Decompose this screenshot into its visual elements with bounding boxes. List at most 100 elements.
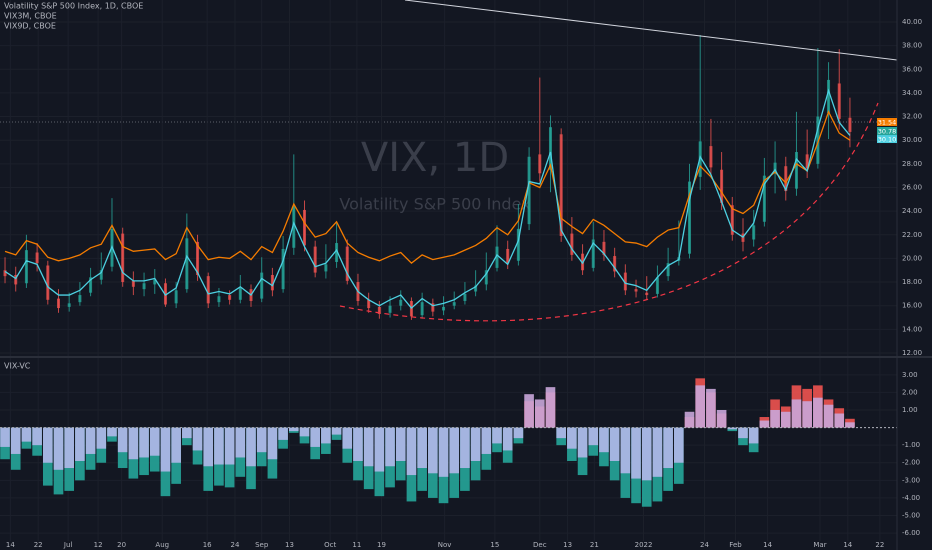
candle-body xyxy=(602,241,606,255)
x-tick-label: 22 xyxy=(875,541,884,549)
candle-body xyxy=(302,209,306,246)
candle-body xyxy=(121,233,125,283)
histogram-bar xyxy=(288,427,299,432)
y-tick-label: 3.00 xyxy=(902,371,918,379)
y-tick-label: 30.00 xyxy=(902,136,922,144)
histogram-bar xyxy=(32,427,42,446)
histogram-bar xyxy=(128,427,139,460)
histogram-bar xyxy=(652,427,663,477)
x-tick-label: Nov xyxy=(438,541,452,549)
price-badge xyxy=(877,135,897,144)
candle-body xyxy=(559,134,563,236)
histogram-bar xyxy=(738,427,748,439)
histogram-bar xyxy=(524,394,534,428)
x-tick-label: 13 xyxy=(285,541,294,549)
candle-body xyxy=(773,162,777,173)
histogram-bar xyxy=(395,427,406,461)
histogram-bar xyxy=(278,427,288,440)
candle-body xyxy=(784,166,788,192)
histogram-bar xyxy=(224,427,235,465)
histogram-bar xyxy=(85,427,96,454)
histogram-bar xyxy=(834,413,845,428)
y-tick-label: 28.00 xyxy=(902,160,922,168)
histogram-bar xyxy=(748,427,759,444)
candle-body xyxy=(442,306,446,311)
x-tick-label: 12 xyxy=(94,541,103,549)
y-tick-label: 26.00 xyxy=(902,183,922,191)
price-badge-label: 30.10 xyxy=(878,136,897,144)
candle-body xyxy=(463,293,467,301)
candle-body xyxy=(484,270,488,285)
candle-body xyxy=(848,117,852,132)
y-tick-label: 1.00 xyxy=(902,406,918,414)
candle-body xyxy=(335,243,339,262)
candle-body xyxy=(591,239,595,268)
x-tick-label: 15 xyxy=(490,541,499,549)
candle-body xyxy=(313,246,317,273)
dashed-curve xyxy=(339,102,879,322)
candle-body xyxy=(228,295,232,300)
histogram-bar xyxy=(513,427,524,439)
histogram-bar xyxy=(428,427,438,474)
candle-body xyxy=(452,302,456,306)
histogram-bar xyxy=(246,427,256,467)
y-tick-label: -3.00 xyxy=(902,476,920,484)
candle-body xyxy=(762,175,766,222)
histogram-bar xyxy=(53,427,64,470)
x-tick-label: 21 xyxy=(590,541,599,549)
histogram-bar xyxy=(417,427,427,469)
y-tick-label: 24.00 xyxy=(902,207,922,215)
x-tick-label: 2022 xyxy=(635,541,653,549)
histogram-bar xyxy=(363,427,374,467)
candle-body xyxy=(345,246,349,281)
histogram-bar xyxy=(684,411,695,428)
histogram-bar xyxy=(802,401,812,428)
histogram-bar xyxy=(267,427,278,460)
x-tick-label: 13 xyxy=(563,541,572,549)
histogram-bar xyxy=(545,387,556,428)
candle-body xyxy=(206,276,210,304)
histogram-bar xyxy=(492,427,502,444)
histogram-bar xyxy=(310,427,320,447)
candle-body xyxy=(474,285,478,292)
histogram-bar xyxy=(42,427,53,463)
histogram-bar xyxy=(813,397,823,428)
y-tick-label: 38.00 xyxy=(902,42,922,50)
candle-body xyxy=(655,277,659,294)
candle-body xyxy=(89,277,93,293)
histogram-bar xyxy=(331,427,342,435)
candle-body xyxy=(24,250,28,284)
histogram-bar xyxy=(342,427,353,449)
histogram-bar xyxy=(588,427,599,446)
candle-body xyxy=(516,228,520,261)
histogram-bar xyxy=(567,427,577,449)
y-tick-label: -1.00 xyxy=(902,441,920,449)
histogram-bar xyxy=(235,427,246,458)
histogram-bar xyxy=(192,427,203,451)
candle-body xyxy=(506,248,510,264)
y-tick-label: 2.00 xyxy=(902,388,918,396)
y-tick-label: -2.00 xyxy=(902,459,920,467)
y-tick-label: 16.00 xyxy=(902,302,922,310)
candle-body xyxy=(527,156,531,225)
grid xyxy=(0,121,897,123)
candle-body xyxy=(805,154,809,169)
histogram-bar xyxy=(374,427,385,472)
histogram-bar xyxy=(321,427,331,444)
candle-body xyxy=(238,287,242,300)
pane-title: VIX-VC xyxy=(4,362,31,371)
histogram-bar xyxy=(845,422,855,428)
histogram-bar xyxy=(0,427,10,447)
histogram-bar xyxy=(631,427,641,479)
histogram-bar xyxy=(791,399,802,428)
x-tick-label: Sep xyxy=(255,541,269,549)
candle-body xyxy=(185,238,189,290)
histogram-bar xyxy=(107,427,117,437)
candle-body xyxy=(260,272,264,299)
candle-body xyxy=(752,225,756,240)
candle-body xyxy=(35,252,39,264)
price-badge xyxy=(877,117,897,126)
x-tick-label: 16 xyxy=(203,541,212,549)
candle-body xyxy=(570,233,574,255)
histogram-bar xyxy=(449,427,460,474)
